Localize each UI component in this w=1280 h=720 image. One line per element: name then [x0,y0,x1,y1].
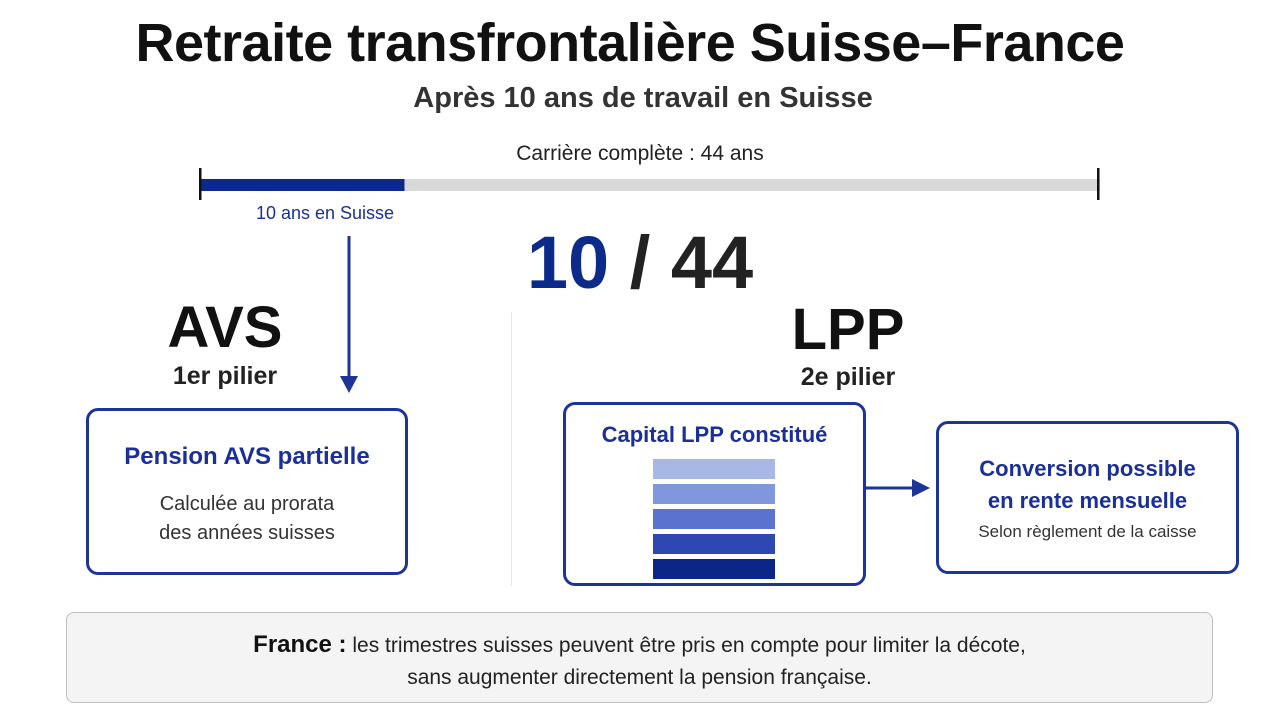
timeline-swiss-segment [200,179,405,191]
arrow-right-icon [866,479,930,497]
years-ratio: 10 / 44 [0,220,1280,305]
capital-stack-icon [653,459,775,579]
ratio-denominator: 44 [670,221,754,304]
avs-card-title: Pension AVS partielle [124,443,370,470]
avs-card-text-line2: des années suisses [159,522,335,544]
avs-pillar-label: 1er pilier [172,362,278,390]
capital-stack-layer [653,559,775,579]
capital-stack-layer [653,534,775,554]
france-note-text1: les trimestres suisses peuvent être pris… [346,634,1026,657]
lpp-pillar-label: 2e pilier [800,363,896,391]
conversion-card-text: Selon règlement de la caisse [978,522,1197,541]
capital-stack-layer [653,484,775,504]
lpp-capital-card: Capital LPP constitué [563,402,866,586]
france-note-line1: France : les trimestres suisses peuvent … [67,631,1212,659]
section-divider [511,312,512,586]
page-subtitle: Après 10 ans de travail en Suisse [413,82,873,114]
capital-stack-layer [653,509,775,529]
ratio-numerator: 10 [526,221,610,304]
lpp-card-title: Capital LPP constitué [601,422,828,447]
timeline-start-tick [199,168,202,200]
conversion-card: Conversion possible en rente mensuelle S… [936,421,1239,574]
timeline-track [200,179,1100,191]
swiss-years-label: 10 ans en Suisse [255,203,395,223]
page-title: Retraite transfrontalière Suisse–France [135,13,1125,73]
arrow-down-icon [340,236,358,393]
conversion-title-line2: en rente mensuelle [987,488,1188,513]
france-note-line2: sans augmenter directement la pension fr… [407,666,872,689]
avs-pension-card: Pension AVS partielle Calculée au prorat… [86,408,408,575]
career-label: Carrière complète : 44 ans [516,142,764,165]
ratio-separator: / [609,221,671,304]
lpp-heading: LPP [791,297,905,362]
capital-stack-layer [653,459,775,479]
france-note-box: France : les trimestres suisses peuvent … [66,612,1213,703]
conversion-title-line1: Conversion possible [979,456,1196,481]
timeline-end-tick [1097,168,1100,200]
avs-heading: AVS [167,295,283,360]
career-timeline [199,168,1100,200]
conversion-card-title: Conversion possible en rente mensuelle [939,453,1236,517]
france-label: France : [253,631,347,658]
avs-card-text-line1: Calculée au prorata [159,493,335,515]
avs-card-text: Calculée au prorata des années suisses [89,490,405,548]
